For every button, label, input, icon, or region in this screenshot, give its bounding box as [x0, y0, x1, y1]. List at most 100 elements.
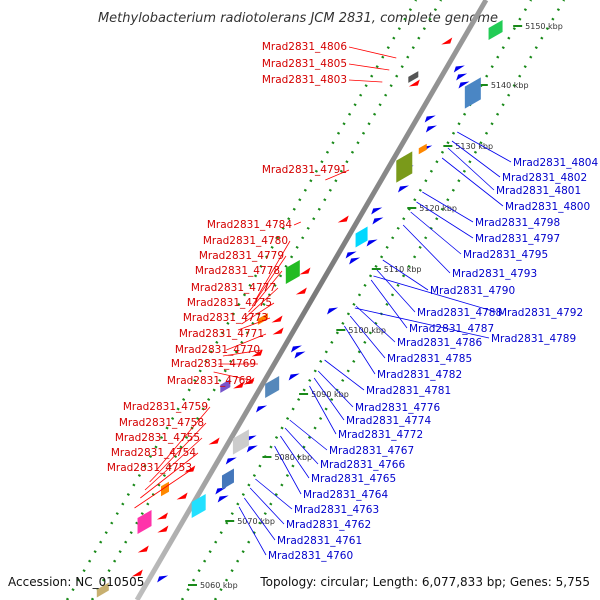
reverse-leader-line: [441, 157, 504, 207]
reverse-gene-label: Mrad2831_4766: [320, 459, 405, 471]
forward-gene-label: Mrad2831_4755: [115, 432, 200, 444]
forward-gene-label: Mrad2831_4754: [111, 447, 196, 459]
forward-gene-label: Mrad2831_4773: [183, 312, 268, 324]
forward-gene: [251, 349, 263, 357]
reverse-gene-label: Mrad2831_4767: [329, 445, 414, 457]
forward-leader-line: [237, 317, 271, 331]
reverse-leader-line: [355, 305, 396, 343]
forward-gene: [156, 512, 168, 520]
forward-gene-label: Mrad2831_4769: [171, 358, 256, 370]
forward-leader-line: [244, 287, 279, 319]
kbp-ticks: 5060 kbp 5070 kbp 5080 kbp 5090 kbp 5100 kbp…: [187, 22, 563, 590]
forward-leader-line: [255, 240, 291, 301]
reverse-leader-line: [410, 211, 462, 255]
reverse-gene: [425, 125, 437, 133]
reverse-leader-line: [255, 478, 293, 510]
forward-leader-line: [134, 467, 195, 509]
reverse-gene-label: Mrad2831_4798: [475, 217, 560, 229]
tick-label: 5070 kbp: [237, 517, 275, 526]
forward-leader-line: [293, 221, 302, 226]
reverse-leader-line: [324, 359, 365, 391]
forward-gene: [272, 327, 284, 335]
forward-gene: [131, 569, 143, 577]
gene-block-orange-3: [418, 143, 427, 155]
reverse-gene-label: Mrad2831_4762: [286, 519, 371, 531]
gene-block-cyan-2: [191, 493, 206, 519]
reverse-gene: [256, 405, 268, 413]
tick-label: 5140 kbp: [491, 81, 529, 90]
reverse-gene-label: Mrad2831_4787: [409, 323, 494, 335]
reverse-leader-line: [280, 435, 310, 479]
reverse-leader-line: [382, 259, 429, 291]
reverse-gene-label: Mrad2831_4776: [355, 402, 440, 414]
forward-gene-label: Mrad2831_4806: [262, 41, 347, 53]
forward-gene-label: Mrad2831_4779: [199, 250, 284, 262]
reverse-leader-line: [284, 427, 319, 465]
topology-summary: Topology: circular; Length: 6,077,833 bp…: [259, 575, 590, 589]
forward-gene: [233, 381, 245, 389]
reverse-gene: [288, 373, 300, 381]
forward-gene-label: Mrad2831_4777: [191, 282, 276, 294]
reverse-gene-label: Mrad2831_4761: [277, 535, 362, 547]
reverse-leader-line: [451, 140, 501, 178]
gene-block-green: [285, 259, 300, 285]
gene-block-tan: [96, 582, 109, 598]
forward-gene-label: Mrad2831_4771: [179, 328, 264, 340]
forward-gene-label: Mrad2831_4791: [262, 164, 347, 176]
forward-gene-label: Mrad2831_4778: [195, 265, 280, 277]
forward-gene: [176, 492, 188, 500]
gene-block-blue-2: [221, 468, 234, 490]
reverse-gene: [366, 239, 378, 247]
reverse-leader-line: [274, 445, 302, 495]
forward-gene: [299, 267, 311, 275]
reverse-gene-label: Mrad2831_4786: [397, 337, 482, 349]
forward-leader-line: [241, 302, 275, 325]
reverse-gene-label: Mrad2831_4790: [430, 285, 515, 297]
reverse-gene-label: Mrad2831_4795: [463, 249, 548, 261]
forward-gene: [441, 37, 453, 45]
reverse-leader-line: [457, 131, 512, 163]
reverse-gene-label: Mrad2831_4760: [268, 550, 353, 562]
gene-block-dark: [408, 71, 419, 83]
gene-block-olive: [396, 151, 413, 183]
gene-block-steel: [265, 375, 280, 399]
reverse-gene-label: Mrad2831_4797: [475, 233, 560, 245]
reverse-leader-line: [349, 315, 386, 359]
reverse-gene: [453, 65, 465, 73]
forward-gene-label: Mrad2831_4770: [175, 344, 260, 356]
forward-leader-line: [144, 437, 203, 491]
genome-backbone: [134, 0, 489, 600]
reverse-gene: [225, 457, 237, 465]
reverse-leader-line: [402, 224, 451, 274]
reverse-leader-line: [344, 325, 376, 375]
reverse-gene: [371, 207, 383, 215]
forward-leader-line: [140, 452, 199, 499]
reverse-leader-line: [354, 307, 490, 339]
gene-features: [96, 19, 503, 598]
forward-gene-label: Mrad2831_4768: [167, 375, 252, 387]
forward-gene-label: Mrad2831_4753: [107, 462, 192, 474]
gene-block-cyan: [355, 226, 368, 248]
reverse-leader-line: [249, 487, 285, 525]
forward-leader-line: [222, 349, 263, 357]
forward-leader-line: [226, 333, 267, 351]
reverse-leader-line: [289, 419, 328, 451]
accession-text: Accession: NC_010505: [8, 575, 144, 589]
reverse-gene: [372, 217, 384, 225]
reverse-gene: [215, 487, 227, 495]
forward-gene: [337, 215, 349, 223]
reverse-leader-line: [317, 370, 354, 408]
reverse-gene: [217, 495, 229, 503]
gene-block-purple: [220, 379, 231, 393]
gene-labels: Mrad2831_4806 Mrad2831_4805 Mrad2831_4803 M…: [107, 41, 599, 562]
reverse-gene-label: Mrad2831_4785: [387, 353, 472, 365]
reverse-gene: [294, 351, 306, 359]
reverse-gene-label: Mrad2831_4772: [338, 429, 423, 441]
reverse-leader-line: [244, 497, 276, 541]
forward-leader-line: [156, 406, 211, 471]
reverse-gene-label: Mrad2831_4788: [417, 307, 502, 319]
reverse-gene-label: Mrad2831_4792: [498, 307, 583, 319]
forward-leader-line: [251, 255, 287, 307]
